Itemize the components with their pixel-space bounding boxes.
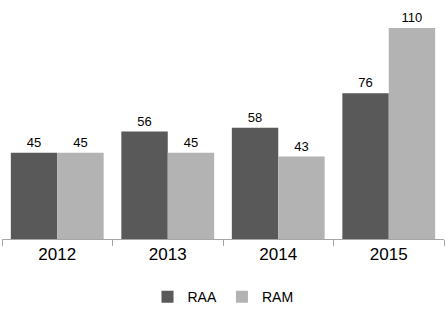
svg-text:2013: 2013 bbox=[149, 245, 187, 264]
svg-text:76: 76 bbox=[358, 75, 372, 90]
svg-text:RAM: RAM bbox=[262, 289, 293, 305]
svg-text:45: 45 bbox=[184, 135, 198, 150]
svg-text:2012: 2012 bbox=[38, 245, 76, 264]
svg-text:45: 45 bbox=[27, 135, 41, 150]
svg-text:110: 110 bbox=[402, 10, 423, 25]
svg-text:45: 45 bbox=[73, 135, 87, 150]
svg-text:56: 56 bbox=[137, 114, 151, 129]
svg-text:58: 58 bbox=[248, 110, 262, 125]
svg-text:43: 43 bbox=[294, 139, 308, 154]
svg-text:2014: 2014 bbox=[259, 245, 297, 264]
svg-text:2015: 2015 bbox=[370, 245, 408, 264]
svg-text:RAA: RAA bbox=[188, 289, 217, 305]
